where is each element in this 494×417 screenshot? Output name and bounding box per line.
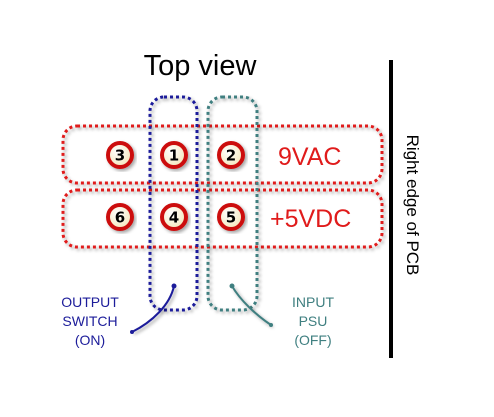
- pin-2: 2: [217, 141, 245, 169]
- row-label-5vdc: +5VDC: [270, 205, 351, 233]
- output-switch-line-2: SWITCH: [62, 313, 117, 329]
- output-switch-leader-start: [130, 330, 134, 334]
- input-psu-leader: [231, 285, 272, 326]
- input-psu-line-3: (OFF): [294, 332, 331, 348]
- output-switch-column: [148, 95, 199, 312]
- row-label-9vac: 9VAC: [278, 143, 341, 171]
- pin-5-label: 5: [226, 209, 236, 227]
- pin-6-label: 6: [115, 209, 125, 227]
- row-outline-9vac: [61, 124, 384, 185]
- input-psu-leader-start: [269, 323, 273, 327]
- input-psu-line-1: INPUT: [292, 294, 334, 310]
- row-outline-5vdc: [61, 188, 384, 249]
- input-psu-leader-end: [229, 283, 235, 289]
- title: Top view: [144, 50, 258, 82]
- pin-4: 4: [160, 203, 188, 231]
- pin-6: 6: [106, 203, 134, 231]
- input-psu-line-2: PSU: [299, 313, 328, 329]
- pin-3: 3: [106, 141, 134, 169]
- pin-2-label: 2: [226, 147, 236, 165]
- pin-3-label: 3: [115, 147, 125, 165]
- pcb-edge-label: Right edge of PCB: [403, 135, 422, 276]
- pin-5: 5: [217, 203, 245, 231]
- output-switch-line-1: OUTPUT: [61, 294, 119, 310]
- output-switch-leader-end: [171, 283, 177, 289]
- pin-4-label: 4: [169, 209, 179, 227]
- pin-1-label: 1: [169, 147, 179, 165]
- output-switch-line-3: (ON): [75, 332, 105, 348]
- pin-1: 1: [160, 141, 188, 169]
- input-psu-column: [206, 95, 259, 312]
- output-switch-leader: [131, 285, 175, 333]
